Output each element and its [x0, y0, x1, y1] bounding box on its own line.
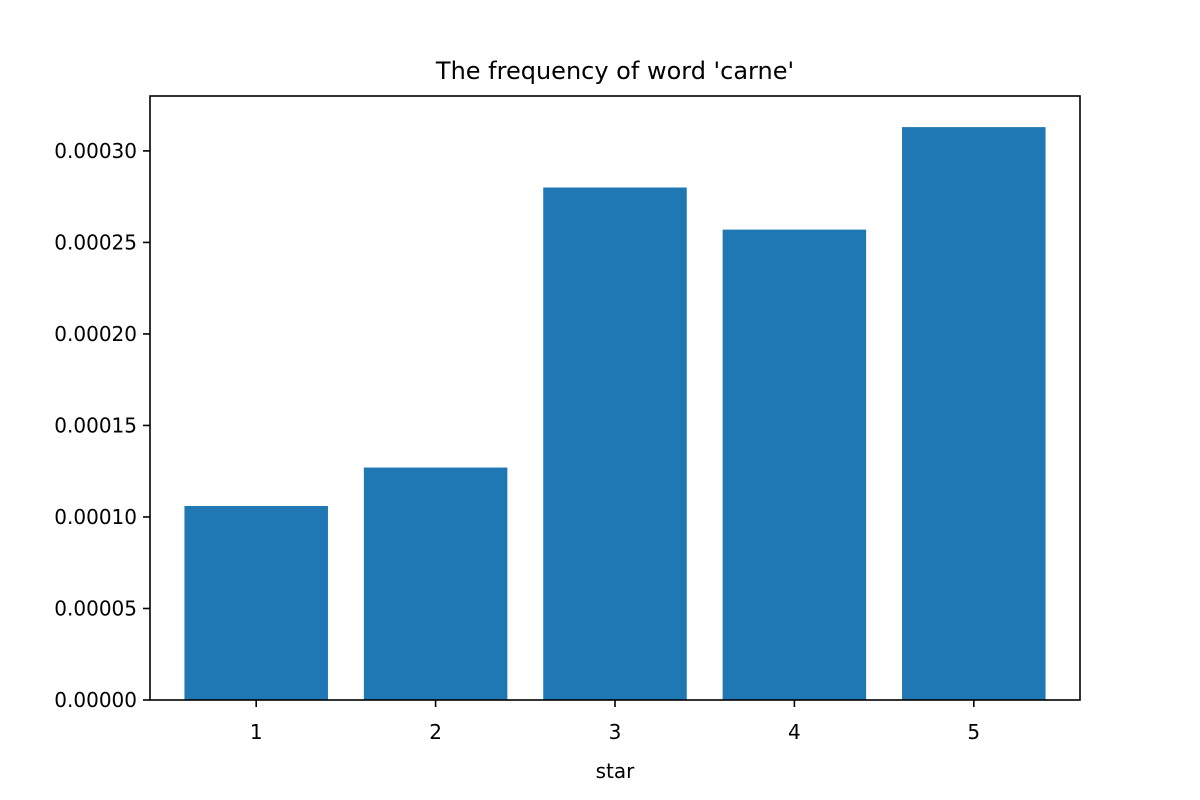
y-tick-label: 0.00005	[54, 596, 137, 620]
x-tick-label: 5	[967, 720, 980, 744]
bar-star-1	[184, 505, 328, 700]
y-axis-ticks: 0.00000 0.00005 0.00010 0.00015 0.00020 0.000…	[54, 139, 150, 712]
plot-area-frame	[149, 95, 1081, 701]
x-tick-label: 1	[250, 720, 263, 744]
x-tick-label: 3	[609, 720, 622, 744]
x-axis-label: star	[596, 759, 636, 783]
y-tick-label: 0.00030	[54, 139, 137, 163]
bar-star-3	[543, 187, 687, 701]
y-tick-label: 0.00015	[54, 413, 137, 437]
y-tick-label: 0.00010	[54, 505, 137, 529]
y-tick-label: 0.00020	[54, 322, 137, 346]
chart-title: The frequency of word 'carne'	[435, 57, 794, 85]
x-tick-label: 2	[429, 720, 442, 744]
y-tick-label: 0.00025	[54, 230, 137, 254]
bar-star-4	[722, 229, 867, 700]
bars-group	[184, 127, 1046, 701]
y-tick-label: 0.00000	[54, 688, 137, 712]
bar-star-5	[902, 127, 1046, 700]
x-tick-label: 4	[788, 720, 801, 744]
x-axis-ticks: 1 2 3 4 5	[250, 700, 980, 744]
bar-star-2	[363, 467, 508, 700]
